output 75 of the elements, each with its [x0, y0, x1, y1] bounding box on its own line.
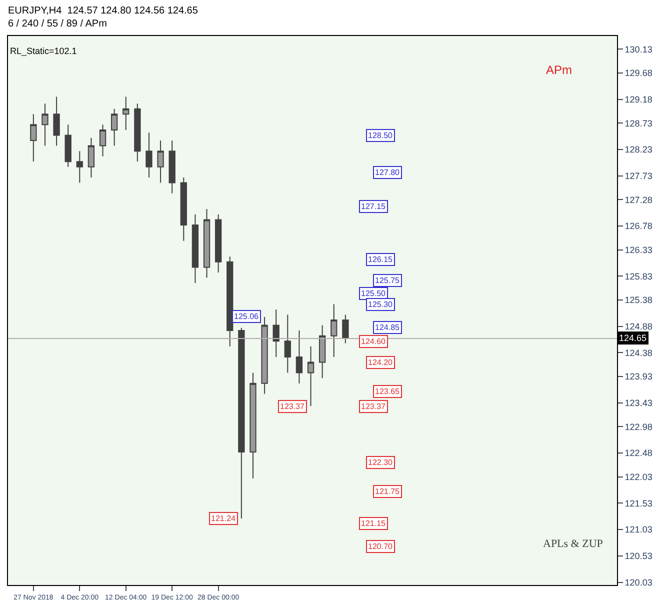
candlestick	[272, 308, 280, 358]
candlestick	[192, 214, 199, 284]
annotation: 124.60	[361, 337, 386, 346]
y-tick-label: 129.18	[624, 94, 652, 104]
annotation: 127.80	[375, 168, 400, 177]
chart-title: EURJPY,H4 124.57 124.80 124.56 124.65	[8, 5, 198, 16]
candlestick	[64, 124, 72, 168]
y-tick-label: 125.83	[624, 271, 652, 282]
y-tick-label: 129.68	[624, 68, 652, 78]
candlestick	[284, 314, 291, 374]
candlestick	[296, 330, 303, 384]
y-tick-label: 120.53	[624, 551, 652, 562]
annotation: 126.15	[368, 255, 394, 264]
y-tick-label: 122.98	[624, 422, 652, 432]
annotation: 122.30	[368, 458, 394, 467]
annotation: 121.15	[361, 519, 386, 528]
annotation: 127.15	[361, 202, 386, 211]
y-tick-label: 121.03	[624, 524, 652, 535]
candlestick	[76, 150, 83, 184]
candlestick	[214, 214, 222, 273]
ref-line-label: 124.65	[619, 333, 647, 343]
candlestick	[203, 208, 210, 278]
candlestick	[250, 372, 256, 479]
candlestick	[342, 314, 349, 344]
candlestick	[146, 132, 152, 178]
candlestick	[88, 137, 95, 178]
y-tick-label: 123.93	[624, 372, 652, 382]
annotation: 124.85	[375, 323, 400, 332]
y-tick-label: 128.73	[624, 118, 652, 128]
annotation: 125.75	[375, 276, 400, 285]
annotation: 123.65	[375, 387, 400, 396]
candlestick	[307, 346, 314, 407]
chart-subtitle: 6 / 240 / 55 / 89 / APm	[8, 18, 107, 30]
candlestick	[168, 140, 176, 194]
candlestick	[53, 96, 60, 146]
y-tick-label: 120.03	[624, 578, 652, 588]
annotation: 121.75	[375, 487, 400, 496]
annotation: 125.50	[361, 289, 386, 298]
annotation: 124.20	[368, 358, 394, 367]
y-tick-label: 128.23	[624, 144, 652, 155]
candlestick	[30, 114, 37, 162]
candlestick	[261, 316, 268, 394]
candlestick	[122, 96, 130, 130]
annotation: 123.37	[280, 402, 306, 411]
y-tick-label: 130.13	[624, 44, 652, 54]
candlestick	[134, 103, 141, 162]
candlestick	[180, 176, 187, 242]
y-tick-label: 124.38	[624, 348, 652, 358]
y-tick-label: 124.88	[624, 321, 652, 332]
candlestick	[318, 324, 326, 379]
annotation: RL_Static=102.1	[10, 46, 77, 56]
y-tick-label: 121.53	[624, 498, 652, 508]
y-tick-label: 125.38	[624, 295, 652, 306]
candlestick	[226, 256, 234, 347]
y-tick-label: 127.73	[624, 171, 652, 182]
annotation: APLs & ZUP	[543, 538, 603, 550]
annotation: 128.50	[368, 131, 394, 140]
annotation: APm	[546, 63, 572, 77]
y-tick-label: 126.33	[624, 244, 652, 255]
annotation: 125.06	[234, 312, 260, 321]
y-tick-label: 122.03	[624, 472, 652, 482]
y-tick-label: 126.78	[624, 221, 652, 232]
candlestick	[238, 327, 245, 519]
candlestick	[330, 304, 338, 358]
candlestick	[42, 103, 48, 146]
candlestick	[157, 140, 164, 184]
annotation: 120.70	[368, 542, 394, 551]
annotation: 125.30	[368, 300, 394, 309]
candlestick	[110, 108, 118, 146]
y-tick-label: 123.43	[624, 398, 652, 408]
annotation: 123.37	[361, 402, 386, 411]
y-tick-label: 127.28	[624, 194, 652, 205]
y-tick-label: 122.48	[624, 448, 652, 458]
annotation: 121.24	[211, 514, 236, 523]
candlestick	[99, 124, 106, 157]
